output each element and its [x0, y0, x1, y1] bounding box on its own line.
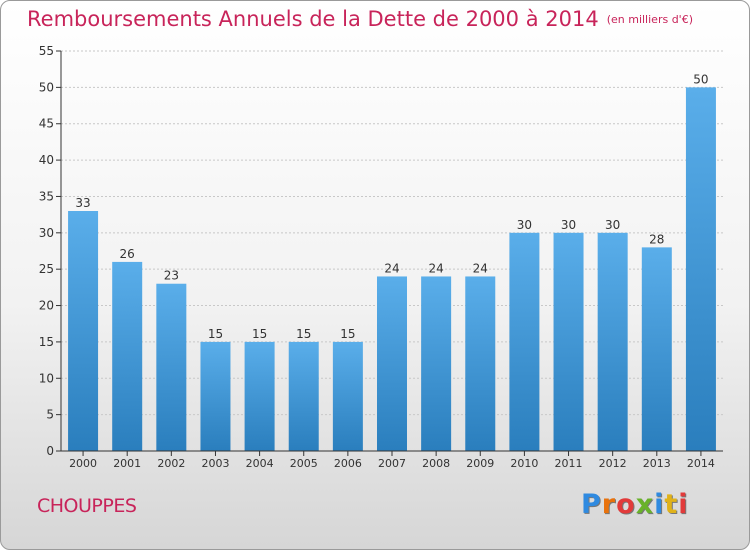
bar-2011: [553, 232, 584, 451]
logo-letter: o: [616, 489, 636, 520]
y-tick-label-15: 15: [39, 335, 54, 349]
proxiti-logo: Proxiti: [581, 489, 689, 520]
bar-2000: [68, 211, 99, 451]
bar-2004: [244, 341, 275, 451]
y-tick-label-35: 35: [39, 189, 54, 203]
bar-2010: [509, 232, 540, 451]
x-tick-label-2007: 2007: [378, 457, 406, 470]
labels: 0 5 10 15 20 25 30 35 40 45 50 55 33 2000 26 2001 23 2002…: [39, 44, 715, 470]
logo-letter: i: [678, 489, 689, 520]
data-label-2007: 24: [384, 261, 399, 275]
x-tick-label-2000: 2000: [69, 457, 97, 470]
y-tick-label-50: 50: [39, 80, 54, 94]
y-tick-label-20: 20: [39, 299, 54, 313]
data-label-2011: 30: [561, 218, 576, 232]
bar-2002: [156, 283, 187, 451]
bar-2001: [112, 261, 143, 451]
data-label-2004: 15: [252, 327, 267, 341]
x-tick-label-2012: 2012: [599, 457, 627, 470]
data-label-2006: 15: [340, 327, 355, 341]
bar-2005: [288, 341, 319, 451]
y-tick-label-25: 25: [39, 262, 54, 276]
x-tick-label-2010: 2010: [510, 457, 538, 470]
data-label-2014: 50: [693, 72, 708, 86]
y-tick-label-30: 30: [39, 226, 54, 240]
data-label-2009: 24: [473, 261, 488, 275]
data-label-2001: 26: [120, 247, 135, 261]
x-tick-label-2002: 2002: [157, 457, 185, 470]
logo-letter: P: [581, 489, 602, 520]
y-tick-label-40: 40: [39, 153, 54, 167]
data-label-2003: 15: [208, 327, 223, 341]
y-tick-label-45: 45: [39, 117, 54, 131]
data-label-2013: 28: [649, 232, 664, 246]
bar-2013: [641, 247, 672, 451]
bar-2008: [421, 276, 452, 451]
logo-letter: t: [664, 489, 679, 520]
bar-2006: [332, 341, 363, 451]
x-tick-label-2003: 2003: [201, 457, 229, 470]
chart-title-text: Remboursements Annuels de la Dette de 20…: [27, 7, 599, 31]
y-tick-label-0: 0: [46, 444, 54, 458]
bar-2007: [377, 276, 407, 451]
logo-letter: r: [601, 489, 617, 520]
data-label-2000: 33: [75, 196, 90, 210]
bar-2009: [465, 276, 496, 451]
x-tick-label-2005: 2005: [290, 457, 318, 470]
axes: [56, 50, 723, 456]
bars: [68, 87, 716, 451]
data-label-2008: 24: [428, 261, 443, 275]
data-label-2005: 15: [296, 327, 311, 341]
y-tick-label-55: 55: [39, 44, 54, 58]
data-label-2002: 23: [164, 269, 179, 283]
x-tick-label-2011: 2011: [555, 457, 583, 470]
bar-2003: [200, 341, 231, 451]
x-tick-label-2009: 2009: [466, 457, 494, 470]
x-tick-label-2008: 2008: [422, 457, 450, 470]
x-tick-label-2006: 2006: [334, 457, 362, 470]
logo-letter: i: [654, 489, 665, 520]
x-tick-label-2014: 2014: [687, 457, 715, 470]
bar-2012: [597, 232, 628, 451]
x-tick-label-2001: 2001: [113, 457, 141, 470]
y-tick-label-5: 5: [46, 408, 54, 422]
chart-title: Remboursements Annuels de la Dette de 20…: [27, 7, 693, 31]
bar-2014: [685, 87, 716, 451]
y-tick-label-10: 10: [39, 371, 54, 385]
x-tick-label-2004: 2004: [246, 457, 274, 470]
data-label-2010: 30: [517, 218, 532, 232]
logo-letter: x: [635, 489, 655, 520]
x-tick-label-2013: 2013: [643, 457, 671, 470]
commune-name: CHOUPPES: [37, 495, 137, 517]
chart-subtitle: (en milliers d'€): [606, 13, 693, 26]
data-label-2012: 30: [605, 218, 620, 232]
